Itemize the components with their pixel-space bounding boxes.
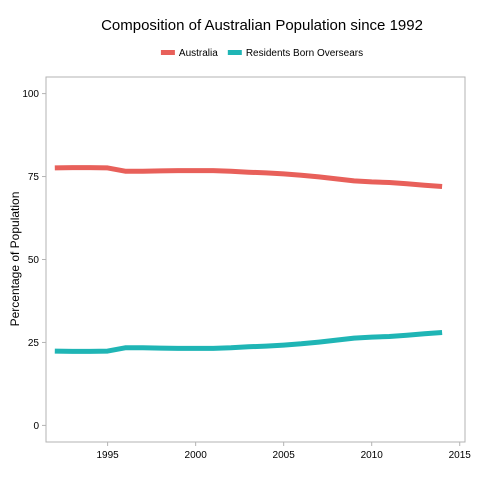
y-tick-label: 0 [33,421,39,432]
x-tick-label: 1995 [96,450,119,461]
chart-title: Composition of Australian Population sin… [101,17,423,34]
legend-label: Australia [179,48,218,59]
legend-item: Residents Born Oversears [227,48,363,59]
y-tick-label: 25 [28,338,40,349]
series-lines [54,165,443,354]
y-axis: 0 25 50 75 100 [22,89,46,432]
y-axis-label: Percentage of Population [8,192,22,327]
series-line-residents-born-overseas [54,330,443,354]
x-axis: 1995 2000 2005 2010 2015 [96,442,471,461]
plot-area-frame [45,76,466,443]
x-tick-label: 2010 [361,450,384,461]
x-tick-label: 2000 [185,450,208,461]
legend-item: Australia [160,48,218,59]
legend-label: Residents Born Oversears [246,48,363,59]
x-tick-label: 2005 [273,450,296,461]
chart-legend: Australia Residents Born Oversears [160,48,363,59]
y-tick-label: 50 [28,255,40,266]
series-line-australia [54,165,443,189]
x-tick-label: 2015 [449,450,472,461]
y-tick-label: 100 [22,89,39,100]
y-tick-label: 75 [28,172,40,183]
